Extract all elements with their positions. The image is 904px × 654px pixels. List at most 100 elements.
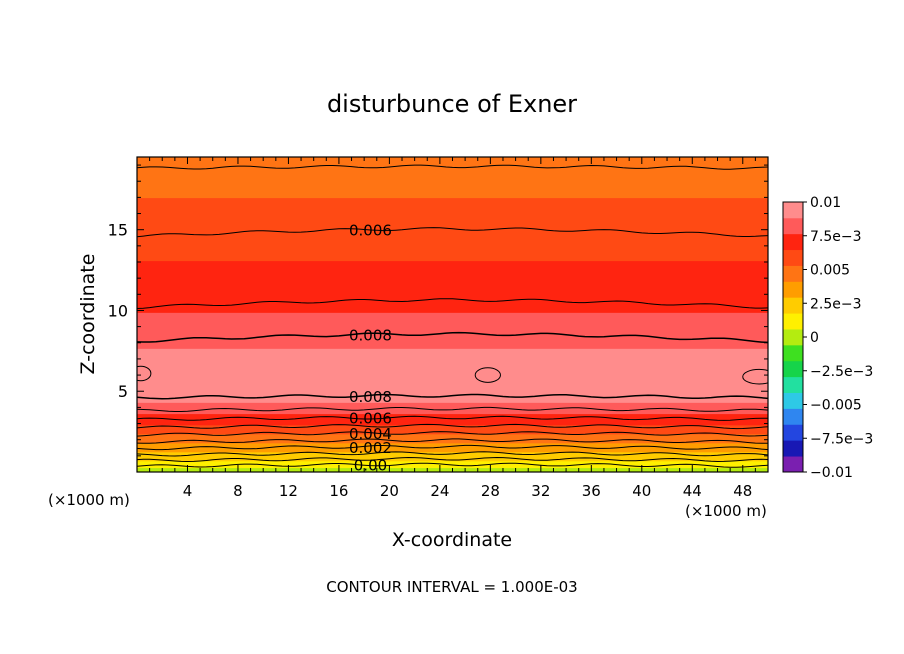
color-band <box>137 377 768 381</box>
colorbar-label: 0.005 <box>810 263 850 279</box>
contour-line <box>137 438 768 444</box>
color-band <box>137 233 768 237</box>
colorbar-label: 7.5e−3 <box>810 229 862 245</box>
contour-line <box>137 423 768 430</box>
color-band <box>137 274 768 277</box>
color-band <box>137 337 768 340</box>
color-band <box>137 202 768 205</box>
color-band <box>137 357 768 361</box>
color-band <box>137 229 768 232</box>
color-band <box>137 296 768 300</box>
color-band <box>137 316 768 320</box>
color-band <box>137 258 768 262</box>
color-band <box>137 330 768 334</box>
contour-interval-note: CONTOUR INTERVAL = 1.000E-03 <box>326 578 577 596</box>
color-band <box>137 179 768 183</box>
colorbar-swatch <box>783 408 803 425</box>
color-band <box>137 260 768 264</box>
maximum-region <box>137 365 152 382</box>
contour-label: 0.004 <box>349 425 392 443</box>
x-axis-label: X-coordinate <box>392 529 512 551</box>
color-band <box>137 231 768 235</box>
colorbar-swatch <box>783 281 803 298</box>
color-band <box>137 244 768 248</box>
color-band <box>137 283 768 286</box>
color-band <box>137 256 768 259</box>
color-band <box>137 301 768 304</box>
color-band <box>137 395 768 399</box>
color-band <box>137 368 768 372</box>
x-tick-label: 16 <box>329 482 348 500</box>
color-band <box>137 442 768 446</box>
color-band <box>137 379 768 383</box>
color-band <box>137 321 768 325</box>
plot-area <box>137 157 768 472</box>
x-tick-label: 28 <box>481 482 500 500</box>
contour-line <box>137 406 768 412</box>
color-band <box>137 418 768 421</box>
colorbar-swatch <box>783 456 803 473</box>
color-band <box>137 431 768 435</box>
color-band <box>137 224 768 228</box>
chart-title: disturbunce of Exner <box>327 90 577 118</box>
x-tick-label: 36 <box>582 482 601 500</box>
color-band <box>137 393 768 397</box>
color-band <box>137 271 768 275</box>
colorbar-swatch <box>783 344 803 362</box>
x-axis-ticks: 4 8 12 16 20 24 28 32 36 40 44 48 <box>136 157 769 500</box>
color-band <box>137 305 768 309</box>
color-band <box>137 168 768 172</box>
color-band <box>137 251 768 255</box>
color-band <box>137 163 768 167</box>
y-tick-label: 5 <box>118 382 128 401</box>
color-band <box>137 346 768 349</box>
color-band <box>137 319 768 322</box>
color-band <box>137 348 768 352</box>
color-band <box>137 334 768 338</box>
color-band <box>137 404 768 408</box>
color-band <box>137 204 768 208</box>
color-band <box>137 433 768 437</box>
color-band <box>137 350 768 354</box>
color-band <box>137 366 768 370</box>
color-band <box>137 454 768 457</box>
color-band <box>137 190 768 194</box>
color-band <box>137 226 768 230</box>
contour-line <box>137 393 768 400</box>
x-tick-label: 24 <box>430 482 449 500</box>
color-band <box>137 420 768 424</box>
color-band <box>137 265 768 268</box>
color-band <box>137 384 768 388</box>
color-band <box>137 375 768 379</box>
color-band <box>137 456 768 460</box>
color-band <box>137 386 768 390</box>
color-band <box>137 289 768 293</box>
x-tick-label: 40 <box>632 482 651 500</box>
color-band <box>137 339 768 343</box>
color-band <box>137 170 768 174</box>
color-band <box>137 422 768 426</box>
color-band <box>137 341 768 345</box>
color-band <box>137 172 768 176</box>
contour-label: 0.008 <box>349 388 392 406</box>
color-band <box>137 449 768 453</box>
color-band <box>137 328 768 331</box>
contour-line <box>137 227 768 238</box>
colorbar-label: −7.5e−3 <box>810 431 873 447</box>
color-band <box>137 235 768 239</box>
colorbar <box>782 201 804 473</box>
color-band <box>137 355 768 358</box>
y-axis-ticks: 5 10 15 <box>108 164 768 457</box>
contour-line <box>137 431 768 437</box>
colorbar-swatch <box>783 249 803 266</box>
color-band <box>137 438 768 442</box>
color-band <box>137 177 768 181</box>
color-band <box>137 447 768 451</box>
color-band <box>137 269 768 273</box>
contour-label: 0.006 <box>349 221 392 239</box>
color-band <box>137 208 768 212</box>
x-tick-label: 20 <box>380 482 399 500</box>
color-band <box>137 267 768 271</box>
